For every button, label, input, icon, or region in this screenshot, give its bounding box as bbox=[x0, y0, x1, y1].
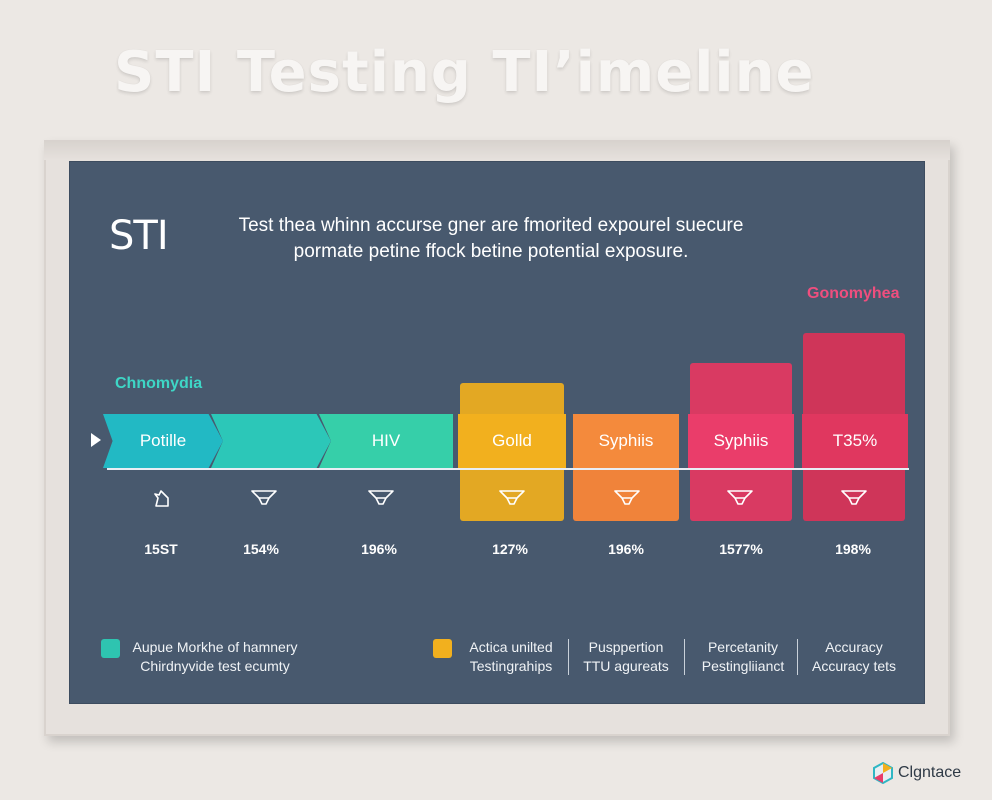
stage-t35-label: T35% bbox=[832, 431, 878, 450]
legend-item-5-line-2: Accuracy tets bbox=[811, 658, 897, 674]
legend-item-4-line-1: Percetanity bbox=[707, 639, 779, 655]
legend-item-4-line-2: Pestingliianct bbox=[701, 658, 785, 674]
legend-item-3-line-1: Pusppertion bbox=[588, 639, 664, 655]
legend-item-4: Percetanity Pestingliianct bbox=[688, 638, 798, 676]
syphilis-orange-column-bar bbox=[573, 468, 679, 521]
stage-syphilis-orange-label: Syphiis bbox=[598, 431, 654, 450]
legend-item-2-line-2: Testingrahips bbox=[469, 658, 553, 674]
legend-item-3-line-2: TTU agureats bbox=[583, 658, 669, 674]
chlamydia-label: Chnomydia bbox=[115, 375, 203, 392]
legend-item-1: Aupue Morkhe of hamnery Chirdnyvide test… bbox=[125, 638, 305, 676]
stage-percent: 127% bbox=[492, 541, 528, 557]
stage-hiv-label: HIV bbox=[371, 431, 401, 450]
timeline-baseline bbox=[107, 468, 909, 470]
stage-syphilis-pink-label: Syphiis bbox=[713, 431, 769, 450]
funnel-icon bbox=[251, 490, 277, 505]
legend-item-2: Actica unilted Testingrahips bbox=[459, 638, 563, 676]
legend-item-1-line-1: Aupue Morkhe of hamnery bbox=[132, 639, 298, 655]
board-heading: STI bbox=[109, 213, 169, 259]
stage-gold: Golld bbox=[458, 414, 566, 468]
funnel-icon bbox=[368, 490, 394, 505]
stage-potille: Potille bbox=[103, 414, 223, 468]
stage-percent: 196% bbox=[361, 541, 397, 557]
stage-t35: T35% bbox=[802, 414, 908, 468]
brand-hexagon-icon bbox=[873, 762, 893, 784]
description-line-2: pormate petine ffock betine potential ex… bbox=[293, 241, 689, 262]
description-line-1: Test thea whinn accurse gner are fmorite… bbox=[238, 215, 744, 236]
stage-syphilis-orange: Syphiis bbox=[573, 414, 679, 468]
hand-pointer-icon bbox=[154, 490, 169, 507]
stage-syphilis-pink: Syphiis bbox=[688, 414, 794, 468]
play-icon bbox=[91, 433, 101, 447]
legend-item-2-line-1: Actica unilted bbox=[469, 639, 553, 655]
gonorrhea-label: Gonomyhea bbox=[807, 285, 900, 302]
board-description: Test thea whinn accurse gner are fmorite… bbox=[189, 213, 793, 265]
stage-hiv: HIV bbox=[319, 414, 453, 468]
funnel-icon bbox=[841, 490, 867, 505]
frame-bevel bbox=[44, 140, 950, 160]
stage-potille-label: Potille bbox=[139, 431, 187, 450]
legend-divider bbox=[568, 639, 569, 675]
page-title: STI Testing TI’imeline bbox=[114, 40, 815, 105]
funnel-icon bbox=[727, 490, 753, 505]
legend-divider bbox=[797, 639, 798, 675]
stage-percent: 15ST bbox=[144, 541, 178, 557]
legend-divider bbox=[684, 639, 685, 675]
stage-percent: 196% bbox=[608, 541, 644, 557]
legend-teal-swatch bbox=[101, 639, 120, 658]
legend-item-3: Pusppertion TTU agureats bbox=[574, 638, 678, 676]
legend-item-5: Accuracy Accuracy tets bbox=[802, 638, 906, 676]
legend-item-1-line-2: Chirdnyvide test ecumty bbox=[140, 658, 290, 674]
stage-percent: 154% bbox=[243, 541, 279, 557]
stage-blank bbox=[211, 414, 331, 468]
stage-percent: 198% bbox=[835, 541, 871, 557]
legend-yellow-swatch bbox=[433, 639, 452, 658]
brand-logo: Clgntace bbox=[872, 762, 961, 784]
brand-name: Clgntace bbox=[898, 764, 962, 781]
funnel-icon bbox=[614, 490, 640, 505]
funnel-icon bbox=[499, 490, 525, 505]
stage-percent: 1577% bbox=[719, 541, 763, 557]
stage-gold-label: Golld bbox=[492, 431, 532, 450]
timeline-board: STI Test thea whinn accurse gner are fmo… bbox=[69, 161, 925, 704]
legend-item-5-line-1: Accuracy bbox=[825, 639, 883, 655]
